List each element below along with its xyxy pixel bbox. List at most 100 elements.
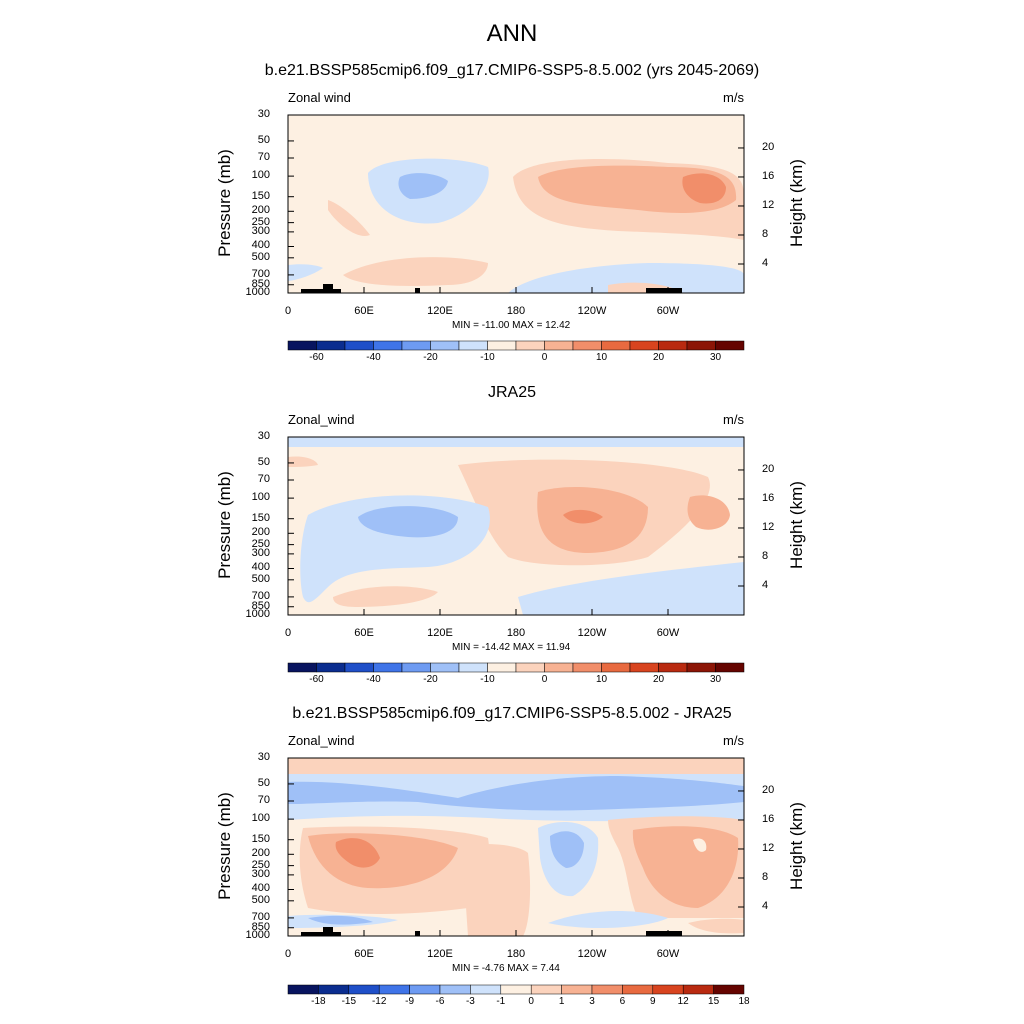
land-africa-peak — [323, 927, 333, 936]
contour-region — [358, 506, 458, 538]
pressure-tick-label: 400 — [251, 561, 270, 574]
contour-region — [688, 918, 744, 934]
contour-region — [288, 776, 744, 811]
colorbar-label: -12 — [371, 996, 387, 1007]
land-maritime — [415, 288, 420, 293]
pressure-tick-label: 250 — [251, 858, 270, 871]
colorbar-label: 1 — [558, 996, 565, 1007]
height-tick-label: 12 — [762, 841, 775, 854]
panel-title: b.e21.BSSP585cmip6.f09_g17.CMIP6-SSP5-8.… — [292, 705, 732, 722]
colorbar-swatch — [682, 984, 714, 995]
colorbar-label: 0 — [528, 996, 534, 1007]
panel-title: JRA25 — [487, 384, 537, 401]
longitude-tick-label: 60E — [354, 627, 374, 639]
contour-region — [288, 456, 318, 467]
variable-label: Zonal wind — [288, 90, 351, 105]
pressure-tick-label: 70 — [257, 151, 270, 163]
pressure-tick-label: 150 — [251, 189, 270, 202]
height-tick-label: 16 — [762, 491, 775, 504]
pressure-tick-label: 50 — [257, 455, 270, 468]
contour-region — [687, 495, 730, 530]
pressure-tick-label: 250 — [251, 215, 270, 228]
contour-region — [518, 562, 744, 615]
min-max-stats: MIN = -14.42 MAX = 11.94 — [452, 642, 571, 653]
colorbar-swatch — [591, 984, 623, 995]
height-tick-label: 16 — [762, 812, 775, 825]
min-max-stats: MIN = -11.00 MAX = 12.42 — [452, 320, 571, 331]
land-south-america — [646, 288, 682, 293]
contour-region — [632, 826, 739, 908]
pressure-tick-label: 400 — [251, 882, 270, 895]
colorbar-label: -10 — [480, 352, 495, 363]
height-tick-label: 20 — [762, 783, 775, 796]
pressure-tick-label: 1000 — [245, 929, 270, 941]
contour-region — [288, 264, 323, 281]
land-africa-peak — [323, 284, 333, 293]
height-tick-label: 20 — [762, 462, 775, 475]
pressure-tick-label: 700 — [251, 267, 270, 280]
colorbar-label: 10 — [595, 674, 608, 685]
colorbar-swatch — [622, 984, 654, 995]
contour-region — [328, 200, 370, 236]
height-tick-label: 8 — [762, 549, 769, 562]
pressure-tick-label: 850 — [251, 599, 270, 612]
figure-title: ANN — [486, 20, 538, 47]
colorbar-label: 20 — [652, 352, 665, 363]
colorbar-label: -60 — [309, 674, 324, 685]
pressure-tick-label: 1000 — [245, 608, 270, 620]
pressure-tick-label: 500 — [251, 572, 270, 585]
longitude-tick-label: 120W — [577, 305, 607, 317]
units-label: m/s — [723, 412, 744, 427]
contour-region — [398, 173, 448, 199]
colorbar-label: -20 — [423, 674, 438, 685]
height-tick-label: 8 — [762, 227, 769, 240]
contour-region — [682, 173, 726, 204]
pressure-tick-label: 500 — [251, 893, 270, 906]
land-south-america — [646, 931, 682, 936]
longitude-tick-label: 60E — [354, 948, 374, 960]
contour-region — [288, 437, 744, 447]
longitude-tick-label: 120E — [427, 627, 453, 639]
longitude-tick-label: 180 — [506, 948, 526, 960]
contour-region — [333, 586, 438, 607]
longitude-tick-label: 180 — [506, 627, 526, 639]
pressure-tick-label: 100 — [251, 491, 270, 504]
colorbar-swatch — [500, 984, 532, 995]
colorbar-label: -3 — [465, 996, 475, 1007]
pressure-tick-label: 850 — [251, 277, 270, 290]
longitude-tick-label: 0 — [284, 305, 292, 317]
height-tick-label: 16 — [762, 169, 775, 182]
colorbar-swatch — [470, 984, 502, 995]
longitude-tick-label: 0 — [284, 948, 292, 960]
height-tick-label: 4 — [762, 578, 769, 591]
colorbar-swatch — [409, 984, 441, 995]
colorbar-swatch — [378, 984, 410, 995]
pressure-tick-label: 50 — [257, 776, 270, 789]
longitude-tick-label: 60W — [656, 627, 680, 639]
longitude-tick-label: 60E — [354, 305, 374, 317]
colorbar-label: 6 — [619, 996, 626, 1007]
pressure-tick-label: 1000 — [245, 286, 270, 298]
pressure-tick-label: 700 — [251, 910, 270, 923]
contour-region — [343, 257, 488, 286]
colorbar-swatch — [715, 662, 745, 673]
longitude-tick-label: 120E — [427, 305, 453, 317]
colorbar-label: 9 — [650, 996, 656, 1007]
contour-region — [463, 844, 531, 936]
colorbar-swatch — [287, 984, 319, 995]
contour-region — [563, 509, 603, 524]
pressure-tick-label: 850 — [251, 920, 270, 933]
min-max-stats: MIN = -4.76 MAX = 7.44 — [452, 963, 560, 974]
variable-label: Zonal_wind — [288, 733, 355, 748]
height-tick-label: 8 — [762, 870, 769, 883]
contour-region — [508, 263, 744, 293]
colorbar-label: -1 — [496, 996, 506, 1007]
colorbar-label: -9 — [405, 996, 415, 1007]
height-tick-label: 4 — [762, 256, 769, 269]
contour-region — [308, 915, 373, 925]
pressure-tick-label: 100 — [251, 169, 270, 182]
pressure-tick-label: 700 — [251, 589, 270, 602]
